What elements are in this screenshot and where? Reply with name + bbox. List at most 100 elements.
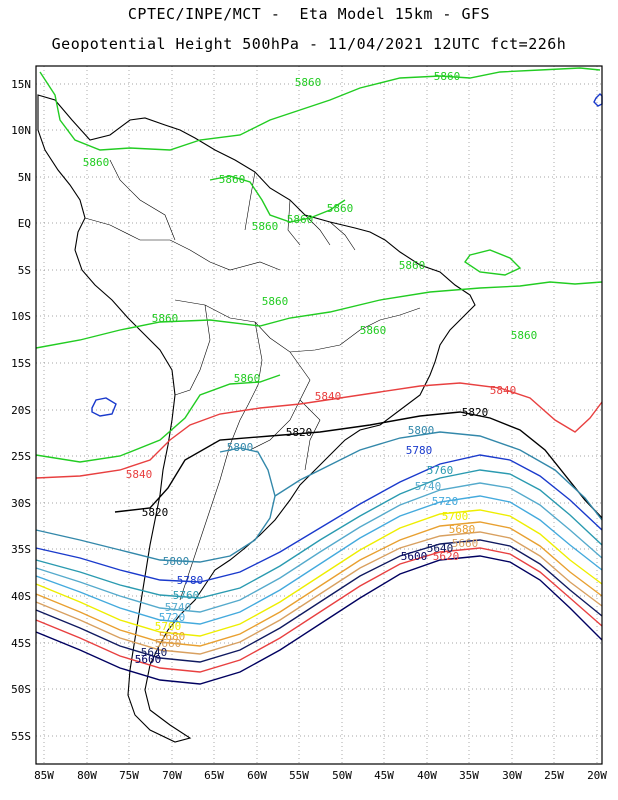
contour-label: 5800: [408, 424, 435, 437]
contour-line: [209, 175, 346, 223]
contour-line: [91, 397, 117, 417]
contour-label: 5640: [427, 542, 454, 555]
lat-label: 15S: [11, 357, 31, 370]
contour-label: 5700: [155, 620, 182, 633]
contour-line: [35, 374, 281, 463]
contour-label: 5820: [142, 506, 169, 519]
contour-line: [35, 509, 603, 637]
contour-label: 5860: [434, 70, 461, 83]
contour-line: [35, 495, 603, 625]
lat-label: 15N: [11, 78, 31, 91]
lat-label: 40S: [11, 590, 31, 603]
lon-label: 60W: [247, 769, 267, 782]
contour-label: 5760: [173, 589, 200, 602]
contour-line: [35, 469, 603, 599]
contour-line: [35, 539, 603, 663]
lon-label: 30W: [502, 769, 522, 782]
south-america-coast: [37, 94, 476, 743]
contour-label: 5600: [135, 653, 162, 666]
contour-label: 5660: [155, 637, 182, 650]
contour-label: 5860: [234, 372, 261, 385]
contour-label: 5840: [490, 384, 517, 397]
contour-label: 5860: [252, 220, 279, 233]
lon-label: 35W: [459, 769, 479, 782]
longitude-labels: 85W 80W 75W 70W 65W 60W 55W 50W 45W 40W 35W 30W 25W 2…: [34, 769, 607, 782]
contour-labels: 5860 5860 5860 5860 5860 5860 5860 5860 5860 5860…: [83, 70, 538, 666]
contour-line: [274, 431, 603, 521]
contour-label: 5700: [442, 510, 469, 523]
contour-label: 5740: [415, 480, 442, 493]
contour-label: 5860: [83, 156, 110, 169]
contour-label: 5820: [462, 406, 489, 419]
coastlines: [37, 94, 476, 743]
lon-label: 85W: [34, 769, 54, 782]
contour-line: [593, 93, 603, 107]
lon-label: 55W: [289, 769, 309, 782]
lon-label: 20W: [587, 769, 607, 782]
lon-label: 25W: [544, 769, 564, 782]
lon-label: 80W: [77, 769, 97, 782]
lat-label: 30S: [11, 497, 31, 510]
contour-label: 5620: [433, 550, 460, 563]
contour-line: [35, 281, 603, 349]
contour-label: 5760: [427, 464, 454, 477]
lat-label: 5S: [18, 264, 31, 277]
lat-lon-grid: [36, 66, 602, 764]
lon-label: 50W: [332, 769, 352, 782]
contour-line: [35, 447, 276, 563]
contour-label: 5800: [227, 441, 254, 454]
map-frame: [35, 65, 603, 765]
contour-label: 5860: [262, 295, 289, 308]
lon-label: 70W: [162, 769, 182, 782]
lon-label: 75W: [119, 769, 139, 782]
contour-label: 5660: [452, 537, 479, 550]
contour-label: 5860: [287, 213, 314, 226]
contour-label: 5860: [219, 173, 246, 186]
contour-label: 5840: [315, 390, 342, 403]
lat-label: EQ: [18, 217, 31, 230]
contour-line: [35, 521, 603, 647]
title-line-1: CPTEC/INPE/MCT - Eta Model 15km - GFS: [127, 5, 491, 23]
contour-label: 5680: [449, 523, 476, 536]
contour-line: [35, 454, 603, 583]
contour-line: [35, 531, 603, 655]
lat-label: 5N: [18, 171, 31, 184]
contour-label: 5680: [159, 630, 186, 643]
contour-label: 5840: [126, 468, 153, 481]
title-line-2: Geopotential Height 500hPa - 11/04/2021 …: [51, 35, 567, 53]
contour-label: 5860: [511, 329, 538, 342]
country-borders: [84, 159, 421, 601]
contour-label: 5720: [432, 495, 459, 508]
contour-label: 5640: [141, 646, 168, 659]
contour-label: 5860: [152, 312, 179, 325]
lat-label: 10N: [11, 124, 31, 137]
contour-label: 5820: [286, 426, 313, 439]
contour-line: [35, 555, 603, 685]
contour-label: 5780: [177, 574, 204, 587]
lat-label: 50S: [11, 683, 31, 696]
lat-label: 10S: [11, 310, 31, 323]
contour-line: [35, 482, 603, 613]
contour-line: [39, 67, 601, 151]
lat-label: 35S: [11, 543, 31, 556]
contour-line: [114, 411, 603, 519]
contour-line: [464, 249, 522, 276]
latitude-labels: 15N 10N 5N EQ 5S 10S 15S 20S 25S 30S 35S 40S 45S 50S 5…: [11, 78, 31, 743]
contour-label: 5600: [401, 550, 428, 563]
contour-label: 5780: [406, 444, 433, 457]
contour-label: 5860: [295, 76, 322, 89]
lat-label: 25S: [11, 450, 31, 463]
contour-label: 5740: [165, 601, 192, 614]
contour-lines: [35, 67, 603, 685]
lon-label: 65W: [204, 769, 224, 782]
lat-label: 55S: [11, 730, 31, 743]
lat-label: 20S: [11, 404, 31, 417]
contour-label: 5860: [360, 324, 387, 337]
contour-label: 5860: [327, 202, 354, 215]
contour-line: [35, 547, 603, 673]
contour-line: [35, 382, 603, 479]
contour-label: 5860: [399, 259, 426, 272]
contour-label: 5800: [163, 555, 190, 568]
contour-label: 5720: [159, 611, 186, 624]
